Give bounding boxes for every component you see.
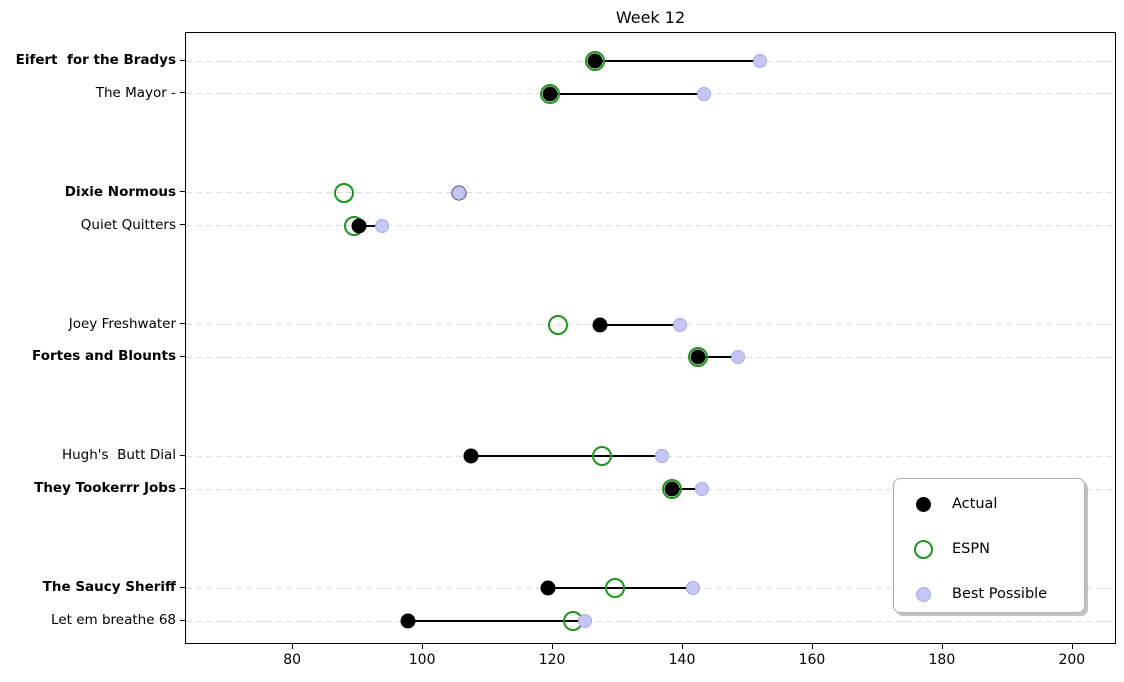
team-label: Joey Freshwater: [68, 315, 176, 332]
x-tick-label: 140: [668, 652, 696, 668]
y-tick-mark: [180, 59, 185, 61]
x-tick-label: 100: [408, 652, 436, 668]
legend-marker-cell: [894, 586, 952, 602]
actual-marker: [587, 53, 603, 69]
x-tick-mark: [811, 644, 813, 649]
actual-marker: [463, 448, 479, 464]
y-tick-mark: [180, 454, 185, 456]
legend-label-actual: Actual: [952, 496, 998, 512]
gridline-row-9: [186, 620, 1115, 622]
team-label: Let em breathe 68: [51, 612, 176, 629]
legend-label-espn: ESPN: [952, 541, 990, 557]
actual-marker: [542, 86, 558, 102]
gridline-row-3: [186, 225, 1115, 227]
x-tick-label: 200: [1058, 652, 1086, 668]
best-possible-marker: [577, 614, 592, 629]
best-possible-marker: [752, 54, 767, 69]
x-tick-label: 160: [798, 652, 826, 668]
espn-marker: [333, 182, 354, 203]
legend-item-actual: Actual: [894, 489, 1084, 519]
best-possible-marker-icon: [915, 586, 931, 602]
y-tick-mark: [180, 487, 185, 489]
espn-marker: [539, 83, 560, 104]
team-label: Dixie Normous: [64, 183, 176, 200]
best-possible-marker: [697, 86, 712, 101]
chart-title: Week 12: [615, 8, 686, 27]
legend: Actual ESPN Best Possible: [893, 478, 1085, 613]
actual-marker: [664, 481, 680, 497]
actual-marker: [592, 317, 608, 333]
legend-marker-cell: [894, 496, 952, 512]
range-line: [359, 224, 382, 227]
espn-marker-icon: [913, 539, 933, 559]
x-tick-mark: [1071, 644, 1073, 649]
espn-marker: [585, 51, 606, 72]
x-tick-mark: [941, 644, 943, 649]
actual-marker-icon: [915, 496, 931, 512]
best-possible-marker: [654, 449, 669, 464]
team-label: The Mayor -: [95, 84, 176, 101]
best-possible-marker: [694, 482, 709, 497]
x-tick-mark: [552, 644, 554, 649]
gridline-row-2: [186, 192, 1115, 194]
y-tick-mark: [180, 355, 185, 357]
range-line: [471, 455, 662, 458]
espn-marker: [661, 479, 682, 500]
team-label: Fortes and Blounts: [32, 348, 176, 365]
y-tick-mark: [180, 224, 185, 226]
range-line: [595, 60, 760, 63]
x-tick-label: 180: [928, 652, 956, 668]
best-possible-marker: [730, 350, 745, 365]
range-line: [407, 620, 585, 623]
team-label: They Tookerrr Jobs: [34, 480, 176, 497]
y-tick-mark: [180, 191, 185, 193]
actual-marker: [540, 580, 556, 596]
x-tick-label: 80: [283, 652, 302, 668]
actual-marker: [351, 218, 367, 234]
best-possible-marker: [673, 317, 688, 332]
actual-marker: [400, 613, 416, 629]
best-possible-marker: [685, 581, 700, 596]
x-tick-mark: [682, 644, 683, 649]
team-label: Quiet Quitters: [80, 216, 176, 233]
espn-marker: [687, 347, 708, 368]
y-tick-mark: [180, 92, 185, 94]
x-tick-label: 120: [538, 652, 566, 668]
x-tick-mark: [422, 644, 424, 649]
gridline-row-5: [186, 356, 1115, 358]
team-label: Eifert for the Bradys: [15, 52, 176, 69]
team-label: Hugh's Butt Dial: [61, 447, 176, 464]
legend-marker-cell: [894, 539, 952, 559]
y-tick-mark: [180, 323, 185, 325]
best-possible-marker: [451, 185, 466, 200]
range-line: [549, 92, 705, 95]
espn-marker: [547, 314, 568, 335]
range-line: [697, 356, 738, 359]
plot-area: [185, 32, 1116, 644]
range-line: [599, 323, 681, 326]
team-label: The Saucy Sheriff: [42, 579, 176, 596]
best-possible-marker: [374, 218, 389, 233]
espn-marker: [592, 446, 613, 467]
legend-item-espn: ESPN: [894, 534, 1084, 564]
x-tick-mark: [292, 644, 294, 649]
espn-marker: [605, 578, 626, 599]
y-tick-mark: [180, 619, 185, 621]
gridline-row-7: [186, 488, 1115, 490]
y-tick-mark: [180, 586, 185, 588]
legend-item-best-possible: Best Possible: [894, 579, 1084, 609]
range-line: [671, 488, 702, 491]
legend-label-best-possible: Best Possible: [952, 586, 1048, 602]
actual-marker: [690, 349, 706, 365]
